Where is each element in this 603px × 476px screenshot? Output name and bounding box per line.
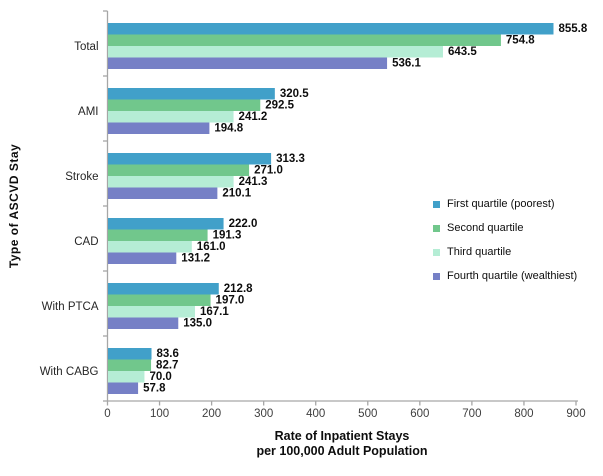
- value-label: 70.0: [149, 371, 171, 383]
- x-axis-title: Rate of Inpatient Stays per 100,000 Adul…: [108, 429, 576, 459]
- legend-swatch: [433, 248, 440, 256]
- x-tick-label: 300: [254, 408, 273, 420]
- x-tick-label: 900: [566, 408, 585, 420]
- y-axis-title: Type of ASCVD Stay: [7, 143, 21, 269]
- legend-swatch: [433, 224, 440, 232]
- value-label: 210.1: [222, 188, 251, 200]
- bar: [108, 23, 554, 35]
- y-category-label: Total: [74, 41, 98, 53]
- legend-item: Fourth quartile (wealthiest): [433, 264, 577, 288]
- bar: [108, 306, 195, 318]
- value-label: 292.5: [265, 100, 294, 112]
- legend-swatch: [433, 272, 440, 280]
- bar: [108, 283, 219, 295]
- value-label: 135.0: [183, 318, 212, 330]
- value-label: 191.3: [213, 230, 242, 242]
- legend-swatch: [433, 200, 440, 208]
- legend-label: Fourth quartile (wealthiest): [447, 270, 578, 282]
- legend-label: First quartile (poorest): [447, 198, 555, 210]
- bar: [108, 57, 388, 69]
- bar: [108, 122, 210, 134]
- bar: [108, 382, 139, 394]
- bar: [108, 34, 501, 46]
- x-axis-title-line2: per 100,000 Adult Population: [256, 444, 428, 458]
- x-tick-label: 700: [462, 408, 481, 420]
- bar: [108, 46, 443, 58]
- value-label: 536.1: [392, 58, 421, 70]
- bar: [108, 99, 261, 111]
- value-label: 241.2: [239, 111, 268, 123]
- value-label: 754.8: [506, 35, 535, 47]
- bar: [108, 88, 275, 100]
- value-label: 313.3: [276, 153, 305, 165]
- bar: [108, 218, 224, 230]
- bar: [108, 348, 152, 360]
- bar: [108, 294, 211, 306]
- value-label: 197.0: [216, 295, 245, 307]
- legend-item: Second quartile: [433, 216, 577, 240]
- bar: [108, 176, 234, 188]
- value-label: 222.0: [229, 218, 258, 230]
- value-label: 241.3: [239, 176, 268, 188]
- bar: [108, 359, 152, 371]
- bar: [108, 371, 145, 383]
- bar: [108, 153, 272, 165]
- legend-item: Third quartile: [433, 240, 577, 264]
- value-label: 855.8: [558, 23, 587, 35]
- value-label: 57.8: [143, 383, 166, 395]
- value-label: 167.1: [200, 306, 229, 318]
- x-tick-label: 800: [514, 408, 533, 420]
- value-label: 131.2: [181, 253, 210, 265]
- bar: [108, 252, 177, 264]
- value-label: 161.0: [197, 241, 226, 253]
- x-tick-label: 200: [202, 408, 221, 420]
- bar: [108, 229, 208, 241]
- value-label: 643.5: [448, 46, 477, 58]
- value-label: 320.5: [280, 88, 309, 100]
- value-label: 212.8: [224, 283, 253, 295]
- legend-label: Second quartile: [447, 222, 524, 234]
- legend: First quartile (poorest) Second quartile T…: [433, 192, 577, 288]
- value-label: 83.6: [157, 348, 179, 360]
- value-label: 82.7: [156, 360, 178, 372]
- x-tick-label: 400: [306, 408, 325, 420]
- legend-label: Third quartile: [447, 246, 512, 258]
- bar: [108, 241, 192, 253]
- x-tick-label: 600: [410, 408, 429, 420]
- bar: [108, 317, 179, 329]
- bar: [108, 187, 218, 199]
- y-category-label: With PTCA: [42, 301, 99, 313]
- x-axis-title-line1: Rate of Inpatient Stays: [274, 429, 410, 443]
- y-category-label: With CABG: [40, 366, 99, 378]
- y-category-label: AMI: [78, 106, 98, 118]
- bar: [108, 164, 250, 176]
- y-category-label: CAD: [74, 236, 98, 248]
- value-label: 194.8: [214, 123, 243, 135]
- bar: [108, 111, 234, 123]
- y-category-label: Stroke: [65, 171, 98, 183]
- value-label: 271.0: [254, 165, 283, 177]
- x-tick-label: 100: [150, 408, 169, 420]
- x-tick-label: 500: [358, 408, 377, 420]
- x-tick-label: 0: [104, 408, 110, 420]
- legend-item: First quartile (poorest): [433, 192, 577, 216]
